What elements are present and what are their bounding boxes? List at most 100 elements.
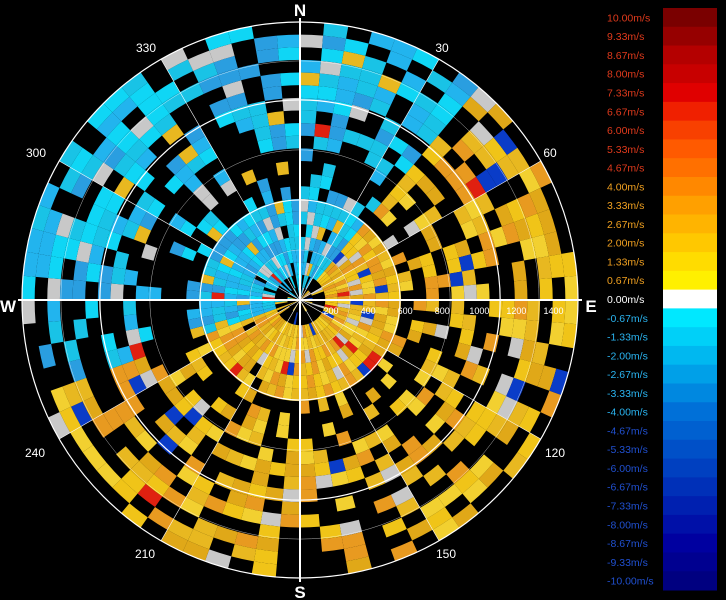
velocity-gate <box>361 280 375 290</box>
velocity-gate <box>111 267 126 285</box>
velocity-gate <box>268 275 281 286</box>
colorbar-label: 2.67m/s <box>607 219 644 231</box>
velocity-gate <box>311 303 325 309</box>
velocity-gate <box>237 308 252 317</box>
velocity-gate <box>369 168 387 187</box>
velocity-gate <box>324 261 336 274</box>
velocity-gate <box>110 214 129 236</box>
velocity-gate <box>401 144 422 165</box>
velocity-gate <box>351 256 366 269</box>
velocity-gate <box>286 250 294 264</box>
velocity-gate <box>168 213 187 231</box>
velocity-gate <box>305 362 314 376</box>
velocity-gate <box>184 124 206 145</box>
velocity-gate <box>256 177 271 194</box>
velocity-gate <box>280 186 292 201</box>
velocity-gate <box>22 300 36 325</box>
velocity-gate <box>422 264 437 279</box>
velocity-gate <box>213 55 238 75</box>
velocity-gate <box>313 373 323 388</box>
velocity-gate <box>31 204 51 232</box>
velocity-gate <box>282 488 300 503</box>
velocity-gate <box>186 425 206 445</box>
velocity-gate <box>203 210 220 227</box>
velocity-gate <box>103 407 125 431</box>
velocity-gate <box>262 85 283 101</box>
velocity-gate <box>316 270 327 283</box>
velocity-gate <box>507 337 524 359</box>
velocity-gate <box>284 211 294 226</box>
velocity-gate <box>494 373 514 397</box>
velocity-gate <box>348 251 363 264</box>
velocity-gate <box>487 103 513 130</box>
velocity-gate <box>430 103 455 126</box>
velocity-gate <box>262 354 274 369</box>
velocity-gate <box>358 343 373 357</box>
velocity-gate <box>374 306 389 316</box>
velocity-gate <box>154 413 175 435</box>
velocity-gate <box>365 196 382 213</box>
compass-south: S <box>294 583 305 600</box>
velocity-gate <box>300 375 308 389</box>
velocity-gate <box>141 243 158 261</box>
velocity-gate <box>300 362 307 376</box>
velocity-gate <box>483 137 508 163</box>
colorbar-label: -5.33m/s <box>607 444 648 456</box>
colorbar-label: -8.00m/s <box>607 519 648 531</box>
velocity-gate <box>214 269 229 281</box>
velocity-gate <box>452 503 479 528</box>
velocity-gate <box>294 350 300 364</box>
velocity-gate <box>278 347 287 362</box>
velocity-gate <box>394 155 414 175</box>
velocity-gate <box>239 454 258 471</box>
velocity-gate <box>186 486 210 507</box>
velocity-gate <box>47 300 61 323</box>
velocity-gate <box>198 74 223 94</box>
velocity-gate <box>234 382 250 399</box>
velocity-gate <box>93 186 114 210</box>
velocity-gate <box>346 556 372 574</box>
velocity-gate <box>434 157 455 179</box>
velocity-gate <box>260 73 282 89</box>
velocity-gate <box>130 116 154 140</box>
velocity-gate <box>124 394 145 416</box>
velocity-gate <box>145 474 170 497</box>
velocity-gate <box>483 332 500 353</box>
velocity-gate <box>50 386 71 413</box>
velocity-gate <box>300 291 310 300</box>
velocity-gate <box>310 225 320 239</box>
velocity-gate <box>388 135 409 156</box>
velocity-gate <box>313 238 322 253</box>
velocity-gate <box>268 343 279 358</box>
velocity-gate <box>217 68 242 87</box>
velocity-gate <box>362 249 377 263</box>
velocity-gate <box>454 161 476 185</box>
velocity-gate <box>307 387 318 401</box>
velocity-gate <box>385 273 400 285</box>
velocity-gate <box>22 275 36 300</box>
velocity-gate <box>308 186 320 201</box>
velocity-gate <box>231 544 257 562</box>
velocity-gate <box>474 145 497 170</box>
velocity-gate <box>336 306 350 314</box>
velocity-gate <box>421 145 443 166</box>
velocity-gate <box>343 321 358 332</box>
colorbar-label: 5.33m/s <box>607 144 644 156</box>
velocity-gate <box>514 280 528 300</box>
velocity-gate <box>245 263 259 275</box>
velocity-gate <box>275 424 289 439</box>
velocity-gate <box>413 300 427 312</box>
velocity-gate <box>273 270 284 283</box>
velocity-gate <box>261 190 274 206</box>
colorbar-swatch <box>663 383 717 403</box>
velocity-gate <box>476 283 490 300</box>
velocity-gate <box>371 319 386 331</box>
velocity-gate <box>135 148 158 171</box>
velocity-gate <box>325 245 337 259</box>
velocity-gate <box>548 322 565 347</box>
velocity-gate <box>252 418 268 435</box>
velocity-gate <box>300 123 316 137</box>
range-grid <box>18 18 582 582</box>
velocity-gate <box>343 268 358 279</box>
velocity-gate <box>255 335 268 349</box>
